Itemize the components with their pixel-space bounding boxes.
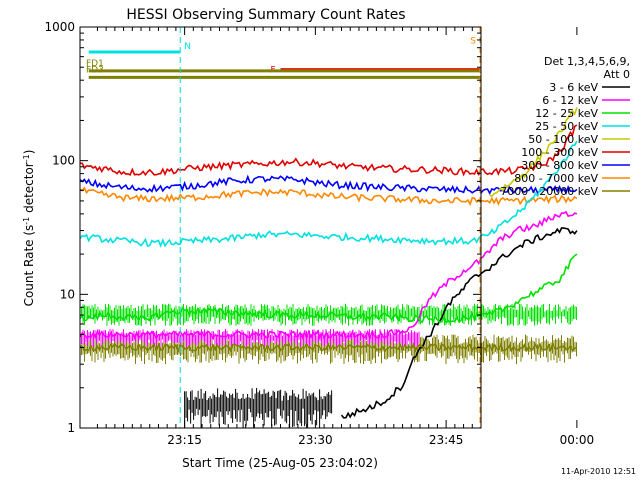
legend-label-6-12-kev: 6 - 12 keV xyxy=(542,94,598,107)
flag-label-fd1: FD1 xyxy=(86,59,104,69)
series-line-7000-20000-kev xyxy=(79,342,578,353)
x-axis-label: Start Time (25-Aug-05 23:04:02) xyxy=(182,456,378,470)
legend-label-50-100-kev: 50 - 100 keV xyxy=(528,133,598,146)
series-layer xyxy=(79,107,578,419)
series-line-50-100-kev xyxy=(489,107,578,198)
x-tick-label-00-00: 00:00 xyxy=(560,433,595,447)
legend-label-3-6-kev: 3 - 6 keV xyxy=(549,81,598,94)
legend-label-300-800-kev: 300 - 800 keV xyxy=(521,159,598,172)
y-tick-label-1: 1 xyxy=(67,421,75,435)
series-line-300-800-kev xyxy=(79,174,578,195)
y-tick-label-1000: 1000 xyxy=(44,20,75,34)
flag-label-s: S xyxy=(470,37,476,47)
x-tick-label-23-45: 23:45 xyxy=(429,433,464,447)
legend-heading-1: Det 1,3,4,5,6,9, xyxy=(544,55,630,68)
series-line-100-300-kev xyxy=(80,124,578,177)
x-tick-label-23-15: 23:15 xyxy=(167,433,202,447)
generation-timestamp: 11-Apr-2010 12:51 xyxy=(561,467,636,476)
flag-label-fd3: FD3 xyxy=(86,65,104,75)
series-line-6-12-kev xyxy=(79,210,578,340)
series-line-25-50-kev xyxy=(79,140,578,248)
legend-label-25-50-kev: 25 - 50 keV xyxy=(535,120,598,133)
series-line-12-25-kev xyxy=(79,253,578,324)
legend-label-7000-20000-kev: 7000 - 20000 keV xyxy=(500,185,598,198)
y-tick-label-100: 100 xyxy=(52,154,75,168)
flags-layer: NFSFD1FD3 xyxy=(86,37,481,79)
flag-label-n: N xyxy=(184,42,191,52)
x-tick-label-23-30: 23:30 xyxy=(298,433,333,447)
series-line-3-6-kev xyxy=(340,227,578,419)
series-line-800-7000-kev xyxy=(79,186,578,207)
legend-label-100-300-kev: 100 - 300 keV xyxy=(521,146,598,159)
chart-title: HESSI Observing Summary Count Rates xyxy=(126,7,405,23)
y-axis-label: Count Rate (s-1 detector-1) xyxy=(22,150,37,307)
legend-label-12-25-kev: 12 - 25 keV xyxy=(535,107,598,120)
legend-label-800-7000-kev: 800 - 7000 keV xyxy=(514,172,598,185)
legend-heading-2: Att 0 xyxy=(604,68,630,81)
y-tick-label-10: 10 xyxy=(60,287,75,301)
